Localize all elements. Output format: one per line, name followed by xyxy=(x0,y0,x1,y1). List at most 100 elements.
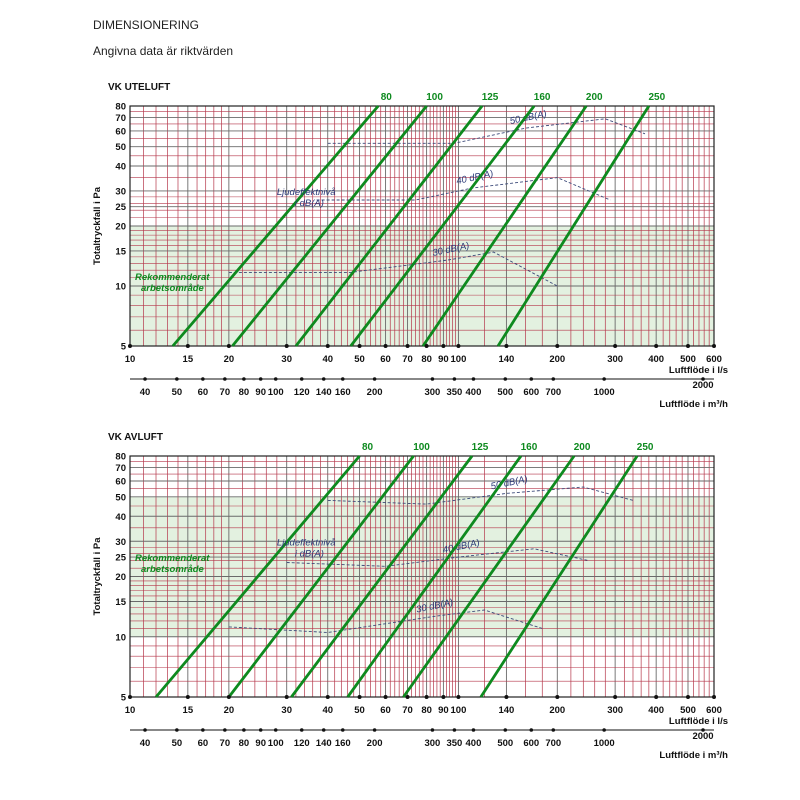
x-tick-marker xyxy=(185,695,190,699)
m3h-tick-label: 40 xyxy=(140,738,151,749)
m3h-tick-marker xyxy=(201,377,205,381)
horizontal-grid xyxy=(130,105,714,347)
duct-label-100: 100 xyxy=(413,442,430,453)
x-axis-label: Luftflöde i l/s xyxy=(669,365,728,376)
y-tick-label: 80 xyxy=(115,102,126,113)
m3h-tick-label: 160 xyxy=(335,387,351,398)
x2-axis-label: Luftflöde i m³/h xyxy=(659,750,728,761)
duct-label-80: 80 xyxy=(362,442,374,453)
y-tick-label: 10 xyxy=(115,632,126,643)
x-tick-marker xyxy=(685,344,690,348)
m3h-tick-marker xyxy=(602,377,606,381)
m3h-tick-label: 1000 xyxy=(594,387,615,398)
duct-line-125 xyxy=(290,455,474,698)
m3h-tick-marker xyxy=(175,728,179,732)
x-tick-label: 600 xyxy=(706,354,722,365)
m3h-tick-marker xyxy=(551,377,556,381)
duct-line-250 xyxy=(479,455,639,698)
m3h-tick-label: 500 xyxy=(497,738,513,749)
x-tick-label: 70 xyxy=(402,354,413,365)
y-tick-label: 60 xyxy=(115,477,126,488)
y-tick-label: 20 xyxy=(115,572,126,583)
x-tick-label: 500 xyxy=(680,705,696,716)
noise-label-2: i dB(A) xyxy=(295,198,324,209)
m3h-tick-marker xyxy=(430,728,435,732)
duct-label-125: 125 xyxy=(472,442,489,453)
duct-line-200 xyxy=(402,455,576,698)
x-tick-label: 300 xyxy=(607,705,623,716)
x-tick-label: 140 xyxy=(498,354,514,365)
m3h-tick-marker xyxy=(258,728,263,732)
m3h-tick-label: 2000 xyxy=(692,731,713,742)
x-tick-label: 140 xyxy=(498,705,514,716)
x-tick-label: 400 xyxy=(648,705,664,716)
y-tick-label: 15 xyxy=(115,597,126,608)
x-tick-label: 20 xyxy=(224,354,235,365)
m3h-tick-label: 400 xyxy=(466,738,482,749)
page-title: DIMENSIONERING xyxy=(93,18,200,32)
m3h-tick-marker xyxy=(430,377,435,381)
m3h-tick-label: 90 xyxy=(255,738,266,749)
x-tick-label: 100 xyxy=(451,354,467,365)
m3h-tick-marker xyxy=(321,728,326,732)
x-tick-label: 80 xyxy=(421,705,432,716)
x-tick-marker xyxy=(613,344,618,348)
x2-axis-label: Luftflöde i m³/h xyxy=(659,399,728,410)
x-tick-marker xyxy=(383,344,388,348)
duct-line-100 xyxy=(227,455,415,698)
x-tick-label: 60 xyxy=(380,354,391,365)
y-tick-label: 70 xyxy=(115,113,126,124)
x-tick-marker xyxy=(185,344,190,348)
m3h-tick-marker xyxy=(372,728,377,732)
x-axis-label: Luftflöde i l/s xyxy=(669,716,728,727)
m3h-tick-label: 90 xyxy=(255,387,266,398)
noise-curve xyxy=(228,609,543,633)
y-tick-label: 70 xyxy=(115,463,126,474)
m3h-tick-marker xyxy=(223,377,227,381)
x-tick-marker xyxy=(405,695,410,699)
y-tick-label: 60 xyxy=(115,126,126,137)
noise-curve xyxy=(286,548,590,567)
plot-frame xyxy=(129,105,715,347)
duct-label-80: 80 xyxy=(381,92,393,103)
m3h-tick-label: 40 xyxy=(140,387,151,398)
m3h-tick-label: 140 xyxy=(316,387,332,398)
x-tick-label: 15 xyxy=(183,354,194,365)
duct-line-125 xyxy=(294,105,484,347)
x-tick-label: 200 xyxy=(549,705,565,716)
duct-line-80 xyxy=(171,105,380,347)
x-tick-marker xyxy=(456,695,461,699)
m3h-tick-label: 300 xyxy=(424,738,440,749)
m3h-tick-label: 60 xyxy=(198,387,209,398)
m3h-tick-marker xyxy=(471,377,476,381)
m3h-tick-marker xyxy=(299,377,304,381)
m3h-tick-label: 80 xyxy=(239,738,250,749)
m3h-tick-label: 350 xyxy=(446,387,462,398)
m3h-tick-label: 400 xyxy=(466,387,482,398)
m3h-tick-marker xyxy=(503,728,508,732)
x-tick-label: 40 xyxy=(322,354,333,365)
m3h-tick-label: 50 xyxy=(172,387,183,398)
duct-label-160: 160 xyxy=(534,92,551,103)
page-subtitle: Angivna data är riktvärden xyxy=(93,44,234,58)
duct-line-200 xyxy=(421,105,588,347)
y-tick-label: 50 xyxy=(115,142,126,153)
x-tick-label: 10 xyxy=(125,705,136,716)
noise-curve xyxy=(327,486,634,505)
x-tick-label: 50 xyxy=(354,705,365,716)
m3h-tick-label: 700 xyxy=(545,738,561,749)
m3h-tick-label: 700 xyxy=(545,387,561,398)
m3h-tick-marker xyxy=(299,728,304,732)
duct-label-250: 250 xyxy=(649,92,666,103)
m3h-tick-label: 120 xyxy=(294,387,310,398)
x-tick-label: 400 xyxy=(648,354,664,365)
recommended-label-1: Rekommenderat xyxy=(135,553,210,564)
chart-title: VK UTELUFT xyxy=(108,82,170,93)
m3h-tick-marker xyxy=(529,728,534,732)
m3h-tick-label: 1000 xyxy=(594,738,615,749)
noise-label-1: Ljudeffektnivå xyxy=(277,187,336,198)
x-tick-marker xyxy=(405,344,410,348)
x-tick-marker xyxy=(441,344,446,348)
noise-label-1: Ljudeffektnivå xyxy=(277,537,336,548)
